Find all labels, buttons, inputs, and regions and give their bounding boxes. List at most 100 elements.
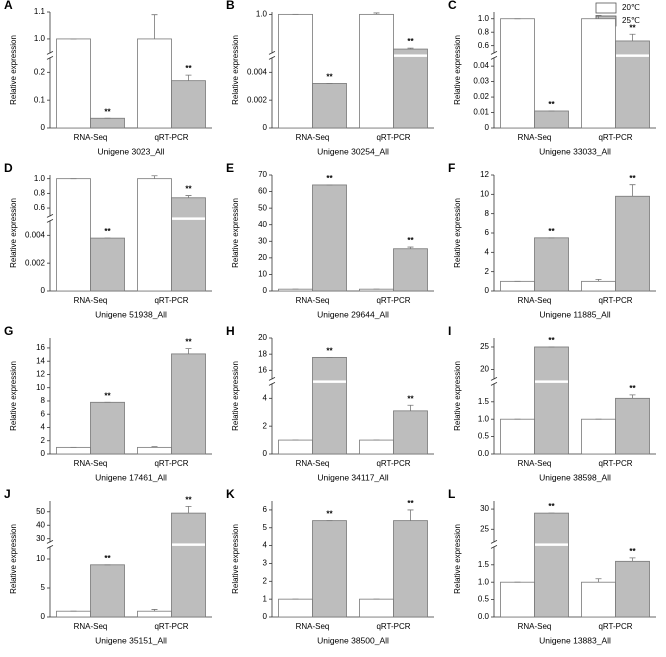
panel-label: J [4,487,11,501]
error-bar [629,394,636,399]
y-tick-label: 0 [41,123,46,132]
panel-label: L [448,487,455,501]
x-tick-label: RNA-Seq [74,622,108,631]
x-tick-label: RNA-Seq [518,622,552,631]
x-tick-label: RNA-Seq [518,459,552,468]
y-tick-label: 60 [258,187,267,196]
bar-break [616,54,649,57]
panel-label: B [226,0,235,12]
y-axis-label: Relative expression [231,35,240,105]
bar [615,560,650,618]
bar [615,397,650,455]
x-tick-label: qRT-PCR [154,622,188,631]
y-tick-label: 20 [480,365,489,374]
axis-break [490,540,498,544]
error-bar [629,184,636,197]
y-axis-label: Relative expression [231,198,240,268]
error-bar [185,348,192,354]
x-axis-label: Unigene 13883_All [539,635,611,645]
x-tick-label: RNA-Seq [518,296,552,305]
x-axis-label: Unigene 51938_All [95,309,167,319]
x-axis-label: Unigene 30254_All [317,146,389,156]
bar [312,520,347,618]
significance: ** [104,227,111,236]
bar [278,439,313,455]
bar [171,353,206,455]
x-tick-label: RNA-Seq [296,133,330,142]
y-tick-label: 30 [480,504,489,513]
error-bar [407,509,414,521]
bar [312,83,347,129]
x-tick-label: RNA-Seq [296,459,330,468]
significance: ** [326,174,333,183]
error-bar [407,404,414,411]
significance: ** [326,73,333,82]
bar-break [172,543,205,546]
y-tick-label: 40 [36,520,45,529]
y-axis-label: Relative expression [453,35,462,105]
y-tick-label: 0.004 [247,67,268,76]
y-axis-label: Relative expression [453,524,462,594]
bar-break [172,217,205,220]
y-axis-label: Relative expression [9,35,18,105]
y-tick-label: 10 [36,554,45,563]
significance: ** [407,236,414,245]
y-tick-label: 4 [41,423,46,432]
error-bar [407,47,414,50]
significance: ** [104,554,111,563]
axis-break [268,51,276,55]
bar-break [279,54,312,57]
significance: ** [185,64,192,73]
axis-break [46,545,54,549]
significance: ** [185,185,192,194]
y-tick-label: 6 [485,228,490,237]
axis-break [46,214,54,218]
x-tick-label: qRT-PCR [154,459,188,468]
x-tick-label: RNA-Seq [74,296,108,305]
y-tick-label: 30 [258,236,267,245]
panel-label: G [4,324,13,338]
bar-break [535,543,568,546]
x-tick-label: qRT-PCR [376,296,410,305]
bar [137,178,172,292]
significance: ** [548,227,555,236]
significance: ** [185,338,192,347]
bar [393,48,428,129]
y-tick-label: 0.6 [34,203,46,212]
significance: ** [629,174,636,183]
y-tick-label: 50 [258,203,267,212]
y-tick-label: 0 [41,612,46,621]
y-tick-label: 70 [258,170,267,179]
y-tick-label: 6 [263,505,268,514]
bar [56,610,91,618]
y-tick-label: 16 [36,343,45,352]
x-axis-label: Unigene 17461_All [95,472,167,482]
y-tick-label: 0.04 [473,61,489,70]
y-tick-label: 8 [41,396,46,405]
error-bar [595,14,602,19]
y-axis-label: Relative expression [9,198,18,268]
bar [581,280,616,292]
bar [500,18,535,129]
y-tick-label: 1 [263,594,268,603]
y-tick-label: 0 [263,449,268,458]
x-tick-label: qRT-PCR [376,459,410,468]
x-tick-label: RNA-Seq [74,459,108,468]
x-axis-label: Unigene 33033_All [539,146,611,156]
y-tick-label: 2 [41,436,46,445]
bar [581,18,616,129]
bar [171,197,206,292]
y-tick-label: 25 [480,342,489,351]
y-tick-label: 10 [480,189,489,198]
x-tick-label: qRT-PCR [598,622,632,631]
bar [534,512,569,618]
y-tick-label: 1.0 [256,9,268,18]
panel-label: K [226,487,235,501]
significance: ** [629,23,636,32]
panel-label: I [448,324,451,338]
y-tick-label: 1.1 [34,7,46,16]
x-axis-label: Unigene 35151_All [95,635,167,645]
y-tick-label: 1.0 [478,414,490,423]
y-tick-label: 5 [41,583,46,592]
significance: ** [104,391,111,400]
